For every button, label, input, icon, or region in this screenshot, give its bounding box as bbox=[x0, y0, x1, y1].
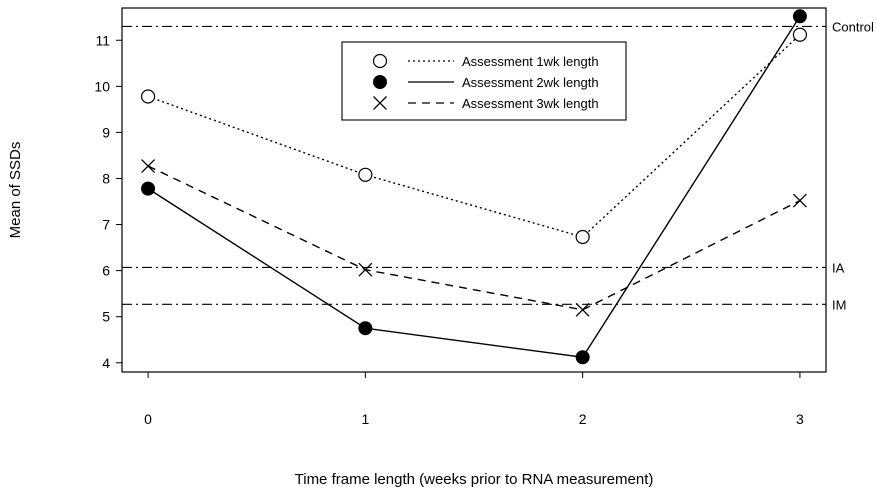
data-point bbox=[358, 262, 373, 277]
y-tick-label: 11 bbox=[95, 32, 110, 48]
data-point bbox=[792, 27, 808, 42]
reference-line-label: IA bbox=[832, 260, 845, 275]
y-tick-label: 10 bbox=[94, 78, 110, 94]
y-tick-label: 8 bbox=[102, 170, 110, 186]
y-tick-label: 7 bbox=[102, 217, 110, 233]
legend-box bbox=[341, 41, 627, 121]
data-point bbox=[358, 321, 373, 336]
x-tick-label: 2 bbox=[579, 411, 587, 427]
legend-label: Assessment 3wk length bbox=[462, 96, 599, 111]
y-tick-label: 9 bbox=[102, 124, 110, 140]
y-axis-title: Mean of SSDs bbox=[7, 142, 24, 239]
legend-marker bbox=[372, 53, 388, 69]
legend-label: Assessment 1wk length bbox=[462, 54, 599, 69]
reference-line-label: Control bbox=[832, 19, 874, 34]
legend: Assessment 1wk length Assessment 2wk leng… bbox=[341, 41, 627, 121]
x-tick-label: 1 bbox=[361, 411, 369, 427]
y-tick-label: 4 bbox=[102, 355, 110, 371]
data-point bbox=[358, 167, 373, 182]
series-lines bbox=[147, 15, 801, 359]
x-tick-label: 3 bbox=[796, 411, 804, 427]
data-point bbox=[575, 302, 590, 317]
data-point bbox=[792, 9, 807, 24]
x-axis: 0 1 2 3 bbox=[144, 371, 804, 427]
reference-lines: Control IA IM bbox=[122, 19, 874, 312]
x-axis-title: Time frame length (weeks prior to RNA me… bbox=[295, 471, 654, 488]
data-point bbox=[575, 350, 590, 365]
x-tick-label: 0 bbox=[144, 411, 152, 427]
legend-label: Assessment 2wk length bbox=[462, 75, 599, 90]
data-point bbox=[575, 229, 590, 245]
reference-line-label: IM bbox=[832, 297, 846, 312]
series-line bbox=[147, 15, 801, 359]
legend-marker bbox=[373, 75, 387, 89]
series-markers bbox=[140, 9, 808, 365]
series-line bbox=[147, 165, 801, 311]
series-line bbox=[147, 34, 801, 238]
y-tick-label: 5 bbox=[102, 309, 110, 325]
data-point bbox=[792, 193, 807, 208]
legend-marker bbox=[373, 96, 387, 110]
data-point bbox=[141, 159, 156, 174]
data-point bbox=[141, 181, 156, 196]
data-point bbox=[140, 89, 156, 104]
y-tick-label: 6 bbox=[102, 263, 110, 279]
y-axis: 4 5 6 7 8 9 10 11 bbox=[94, 32, 123, 371]
